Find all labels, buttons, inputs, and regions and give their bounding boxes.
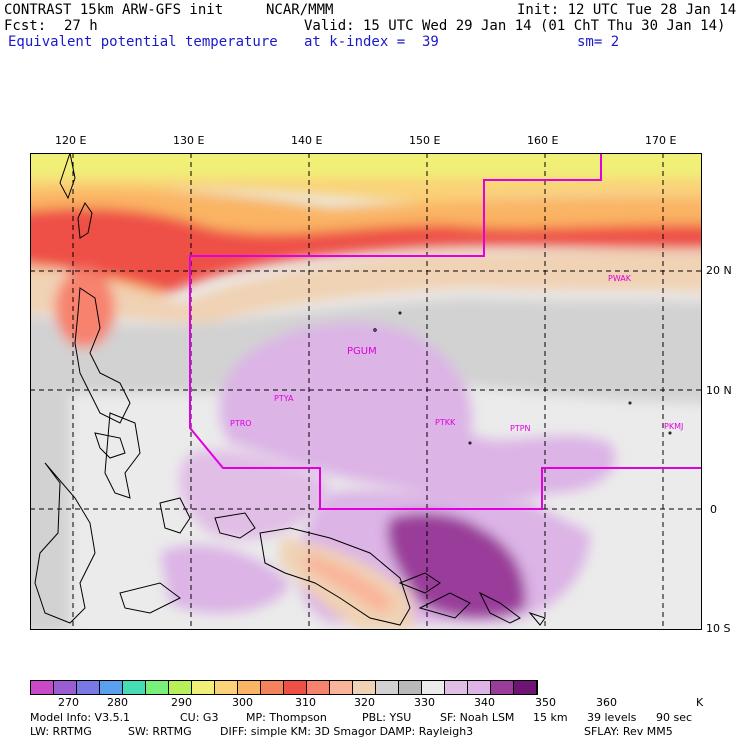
station-ptpn: PTPN [510,424,531,433]
model-info-cu: CU: G3 [180,711,219,724]
fcst-value: 27 h [64,18,98,34]
colorbar-swatch-15 [376,681,399,694]
colorbar-label-360: 360 [596,696,617,709]
map-frame [30,153,702,630]
smoothing-info: sm= 2 [577,34,620,50]
model-info-res: 15 km [533,711,568,724]
colorbar-swatch-14 [353,681,376,694]
model-title: CONTRAST 15km ARW-GFS init [4,2,224,18]
colorbar-label-320: 320 [354,696,375,709]
fcst-label: Fcst: [4,18,47,34]
colorbar-label-300: 300 [232,696,253,709]
model-info-pbl: PBL: YSU [362,711,412,724]
colorbar-label-310: 310 [295,696,316,709]
colorbar-label-340: 340 [474,696,495,709]
colorbar-swatch-8 [215,681,238,694]
colorbar-label-290: 290 [171,696,192,709]
colorbar-swatch-2 [77,681,100,694]
model-info-levels: 39 levels [587,711,637,724]
colorbar-swatch-1 [54,681,77,694]
model-info-sflay: SFLAY: Rev MM5 [584,725,673,738]
station-ptya: PTYA [274,394,294,403]
colorbar-label-270: 270 [58,696,79,709]
level-info: at k-index = 39 [304,34,439,50]
station-pwak: PWAK [608,274,632,283]
colorbar-swatch-5 [146,681,169,694]
model-info-version: Model Info: V3.5.1 [30,711,131,724]
colorbar-swatch-17 [422,681,445,694]
station-ptkk: PTKK [435,418,456,427]
init-time: Init: 12 UTC Tue 28 Jan 14 [517,2,737,18]
coastlines [34,153,672,626]
colorbar-label-350: 350 [535,696,556,709]
lon-label-140: 140 E [291,134,323,147]
lat-label-10n: 10 N [706,384,732,397]
org-label: NCAR/MMM [266,2,334,18]
colorbar-swatch-6 [169,681,192,694]
theta-e-shading [30,153,702,630]
model-info-sf: SF: Noah LSM [440,711,515,724]
station-pkmj: PKMJ [664,422,683,431]
model-info-mp: MP: Thompson [246,711,327,724]
lon-label-130: 130 E [173,134,205,147]
colorbar [30,680,538,695]
colorbar-swatch-21 [514,681,537,694]
colorbar-swatch-11 [284,681,307,694]
colorbar-swatch-0 [31,681,54,694]
colorbar-swatch-12 [307,681,330,694]
model-info-diff: DIFF: simple KM: 3D Smagor DAMP: Rayleig… [220,725,474,738]
lat-label-20n: 20 N [706,264,732,277]
station-ptro: PTRO [230,419,252,428]
colorbar-swatch-13 [330,681,353,694]
lon-label-160: 160 E [527,134,559,147]
colorbar-swatch-4 [123,681,146,694]
valid-time: Valid: 15 UTC Wed 29 Jan 14 (01 ChT Thu … [304,18,726,34]
colorbar-swatch-10 [261,681,284,694]
lon-label-170: 170 E [645,134,677,147]
lon-label-150: 150 E [409,134,441,147]
colorbar-swatch-7 [192,681,215,694]
station-labels: PGUM PTYA PTRO PTKK PTPN PKMJ PWAK [230,274,683,433]
colorbar-swatch-16 [399,681,422,694]
field-name: Equivalent potential temperature [8,34,278,50]
lat-label-10s: 10 S [706,622,731,635]
colorbar-swatch-20 [491,681,514,694]
model-info-timestep: 90 sec [656,711,693,724]
colorbar-swatch-19 [468,681,491,694]
lat-label-eq: 0 [710,503,717,516]
station-pgum: PGUM [347,346,377,357]
theta-e-map: PGUM PTYA PTRO PTKK PTPN PKMJ PWAK [30,153,702,630]
colorbar-swatch-9 [238,681,261,694]
colorbar-swatch-18 [445,681,468,694]
colorbar-label-330: 330 [414,696,435,709]
model-info-sw: SW: RRTMG [128,725,192,738]
lon-label-120: 120 E [55,134,87,147]
region-boundary [189,153,702,510]
colorbar-units: K [696,696,704,709]
colorbar-swatch-3 [100,681,123,694]
model-info-lw: LW: RRTMG [30,725,92,738]
colorbar-label-280: 280 [107,696,128,709]
